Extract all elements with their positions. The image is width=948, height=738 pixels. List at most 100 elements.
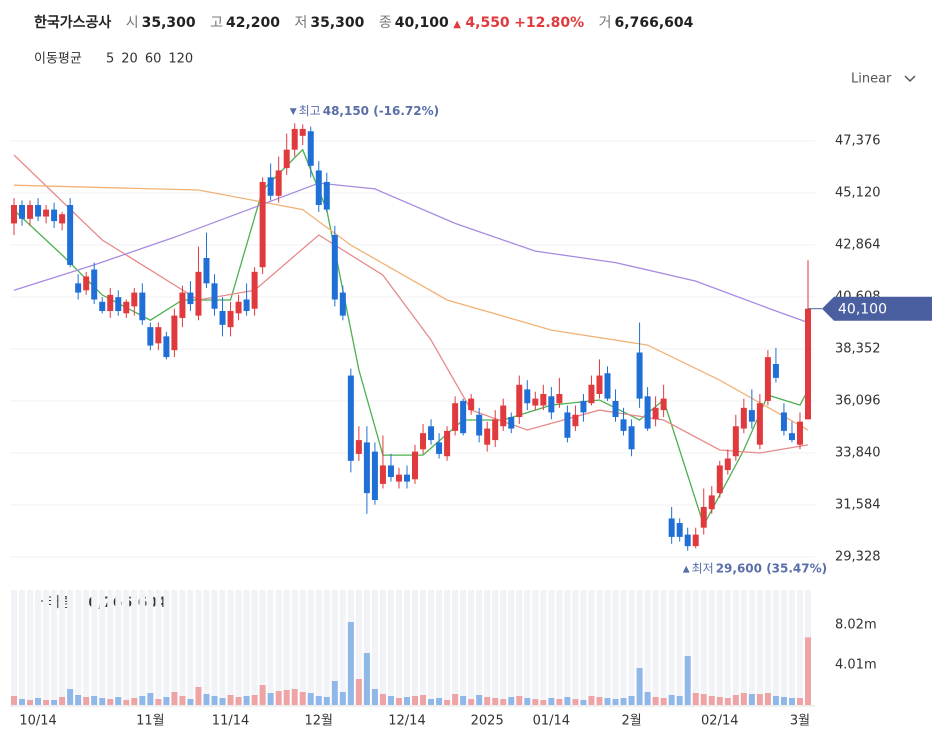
volume-bar: [59, 697, 66, 705]
volume-bg: [227, 590, 234, 705]
candle-body: [652, 407, 659, 420]
candle-body: [444, 430, 451, 457]
candle-body: [452, 403, 459, 431]
volume-bg: [500, 590, 507, 705]
candle-body: [403, 474, 410, 482]
candle-body: [379, 465, 386, 484]
candle-body: [660, 398, 667, 411]
volume-bar: [500, 699, 507, 705]
volume-bar: [283, 690, 290, 705]
legend-entry: 60: [145, 52, 162, 67]
chevron: [904, 75, 916, 83]
candle-body: [83, 276, 90, 291]
volume-bg: [676, 590, 683, 705]
volume-bg: [452, 590, 459, 705]
volume-bar: [636, 668, 643, 705]
candle-body: [484, 428, 491, 445]
high-label: 고: [210, 15, 223, 31]
volume-bg: [107, 590, 114, 705]
volume-bg: [307, 590, 314, 705]
volume-bg: [147, 590, 154, 705]
candle-body: [51, 209, 58, 222]
candle-body: [187, 292, 194, 305]
volume-bg: [556, 590, 563, 705]
volume-bar: [532, 699, 539, 705]
close-value: 40,100: [394, 15, 449, 31]
candle-body: [604, 373, 611, 399]
volume-bg: [708, 590, 715, 705]
volume-bar: [331, 681, 338, 705]
scale-mode[interactable]: Linear: [851, 72, 892, 87]
x-tick-label: 12/14: [388, 714, 425, 729]
scale-select[interactable]: Linear: [851, 72, 916, 87]
volume-bar: [468, 699, 475, 705]
candle-body: [19, 204, 26, 219]
volume-bg: [596, 590, 603, 705]
volume-bg: [75, 590, 82, 705]
ma-line: [13, 148, 809, 527]
volume-bar: [75, 695, 82, 705]
volume-bg: [195, 590, 202, 705]
candle-body: [580, 400, 587, 413]
volume-bg: [139, 590, 146, 705]
volume-bar: [251, 695, 258, 705]
volume-bg: [636, 590, 643, 705]
candle-body: [636, 352, 643, 399]
candle-body: [548, 396, 555, 413]
volume-bar: [780, 697, 787, 705]
volume-bar: [307, 693, 314, 705]
high-value: 42,200: [226, 15, 281, 31]
candle-body: [460, 400, 467, 434]
volume-bar: [756, 694, 763, 705]
candle-body: [363, 442, 370, 494]
candle-body: [628, 426, 635, 450]
volume-bg: [604, 590, 611, 705]
x-tick-label: 11/14: [212, 714, 249, 729]
candle-body: [540, 393, 547, 406]
candle-body: [780, 412, 787, 431]
volume-bar: [604, 698, 611, 705]
volume-bar: [716, 697, 723, 705]
volume-bar: [275, 691, 282, 705]
legend-entry: 20: [121, 52, 138, 67]
volume-bar: [772, 696, 779, 705]
volume-bg: [115, 590, 122, 705]
volume-bg: [668, 590, 675, 705]
volume-bg: [299, 590, 306, 705]
annotation-text: 29,600 (35.47%): [716, 561, 827, 575]
candle-body: [235, 301, 242, 314]
volume-bar: [492, 698, 499, 705]
y-tick-label: 47,376: [835, 134, 881, 149]
candle-body: [99, 301, 106, 312]
volume-bar: [412, 696, 419, 705]
candle-body: [572, 414, 579, 427]
volume-bg: [652, 590, 659, 705]
volume-bg: [131, 590, 138, 705]
candle-body: [588, 384, 595, 404]
y-tick-label: 38,352: [835, 342, 881, 357]
volume-bg: [19, 590, 26, 705]
volume-bar: [668, 695, 675, 705]
volume-bg: [211, 590, 218, 705]
volume-bg: [516, 590, 523, 705]
volume-bg: [572, 590, 579, 705]
volume-bg: [339, 590, 346, 705]
volume-bar: [19, 699, 26, 705]
annotation-high: ▼ 최고 48,150 (-16.72%): [290, 104, 439, 118]
candle-body: [147, 327, 154, 346]
candle-body: [179, 292, 186, 318]
volume-bar: [580, 700, 587, 705]
candle-body: [564, 412, 571, 438]
volume-bar: [155, 699, 162, 705]
volume-bg: [171, 590, 178, 705]
candle-body: [243, 299, 250, 312]
volume-bar: [428, 699, 435, 705]
ma-line: [13, 184, 809, 431]
candle-body: [684, 534, 691, 547]
volume-bg: [428, 590, 435, 705]
volume-bar: [732, 695, 739, 705]
volume-bg: [700, 590, 707, 705]
candle-body: [299, 128, 306, 136]
